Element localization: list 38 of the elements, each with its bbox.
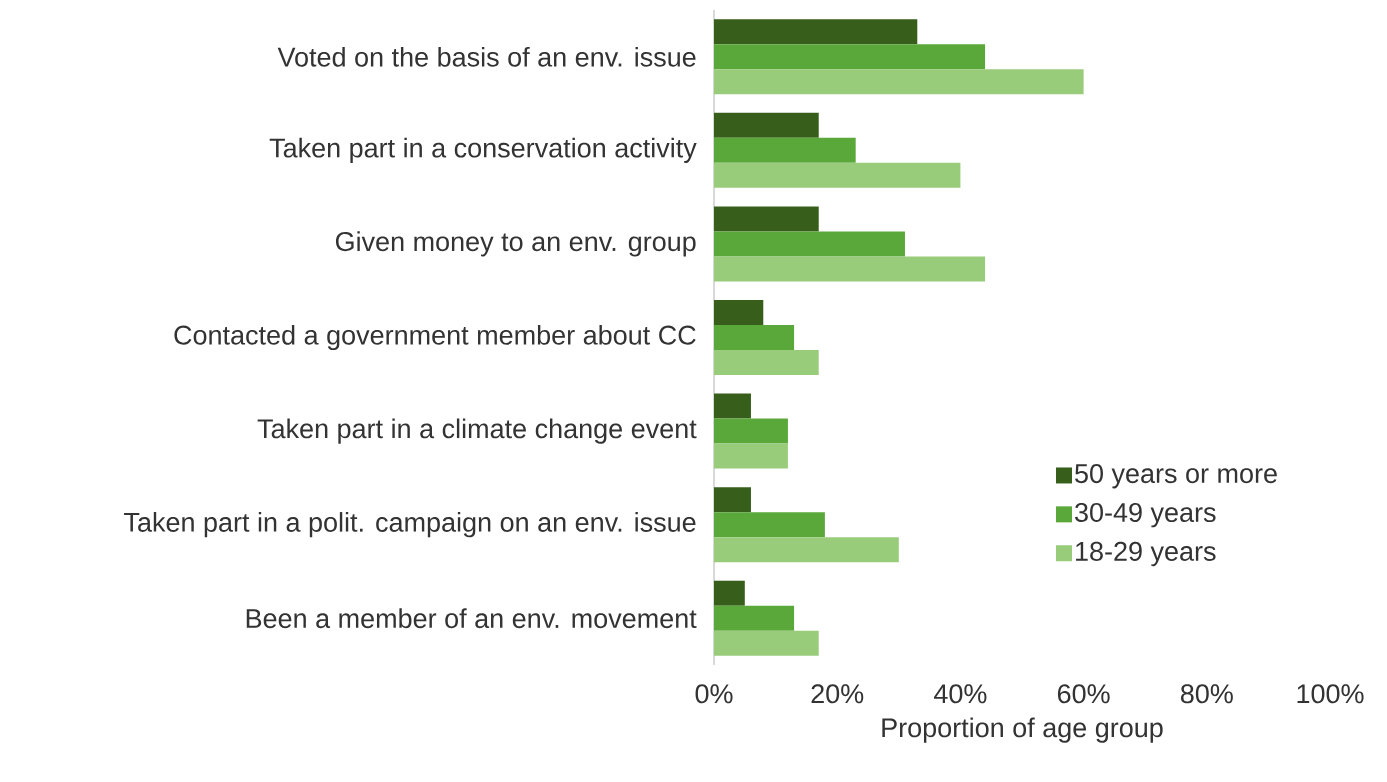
bar	[714, 44, 986, 70]
bar	[714, 137, 856, 163]
bar	[714, 512, 825, 538]
x-tick-label: 80%	[1180, 684, 1233, 704]
bar	[714, 206, 819, 232]
bar	[714, 630, 819, 656]
y-tick-label: Taken part in a climate change event	[257, 418, 697, 444]
bar	[714, 605, 795, 631]
bar	[714, 393, 751, 419]
x-axis-title: Proportion of age group	[882, 717, 1163, 743]
bar	[714, 300, 764, 325]
bar	[714, 19, 918, 45]
x-tick-label: 40%	[934, 684, 987, 704]
bar	[714, 418, 788, 444]
y-tick-label: Voted on the basis of an env. issue	[277, 46, 696, 67]
y-tick-label: Given money to an env. group	[335, 231, 696, 257]
x-tick-label: 100%	[1297, 684, 1364, 704]
y-tick-label: Been a member of an env. movement	[246, 608, 697, 629]
bar	[714, 487, 751, 513]
bar	[714, 325, 795, 350]
x-tick-label: 0%	[695, 684, 733, 704]
y-tick-label: Taken part in a polit. campaign on an env. issue	[124, 512, 696, 538]
y-tick-label: Taken part in a conservation activity	[269, 137, 697, 163]
bar	[714, 69, 1084, 95]
bar	[714, 443, 788, 469]
bar	[714, 162, 961, 188]
bar	[714, 256, 986, 282]
bar	[714, 580, 745, 606]
bar	[714, 537, 899, 563]
bar	[714, 231, 905, 257]
legend-label: 18-29 years	[1076, 541, 1216, 567]
y-tick-label: Contacted a government member about CC	[174, 324, 696, 351]
bar	[714, 350, 819, 375]
x-tick-label: 60%	[1057, 684, 1110, 704]
legend-label: 50 years or more	[1075, 464, 1277, 489]
bar	[714, 112, 819, 138]
x-tick-label: 20%	[811, 684, 864, 704]
legend-label: 30-49 years	[1075, 502, 1216, 528]
